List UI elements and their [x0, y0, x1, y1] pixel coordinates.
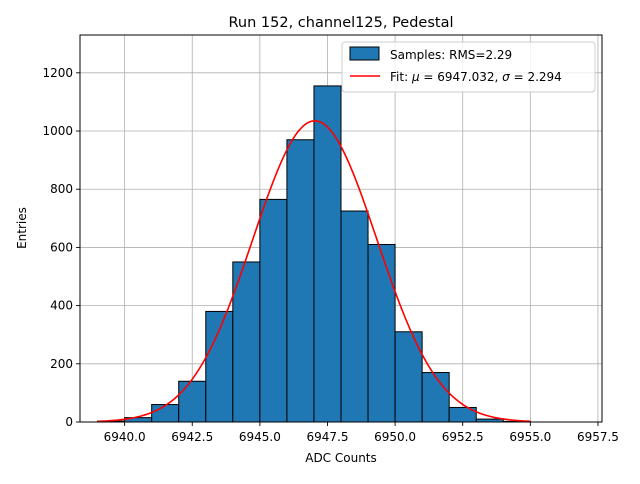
x-tick-label: 6942.5 [171, 430, 213, 444]
x-tick-label: 6945.0 [239, 430, 281, 444]
x-tick-label: 6950.0 [374, 430, 416, 444]
legend-fit-sigma-symbol: σ [502, 70, 510, 84]
legend-fit-mu-symbol: μ [411, 70, 420, 84]
x-tick-label: 6940.0 [104, 430, 146, 444]
y-axis-label: Entries [15, 207, 29, 249]
x-axis-label: ADC Counts [305, 451, 377, 465]
legend-box [341, 41, 596, 93]
y-tick-label: 1000 [42, 124, 73, 138]
y-tick-label: 400 [50, 299, 73, 313]
legend-fit-sigma-value: = 2.294 [510, 70, 562, 84]
histogram-bars [97, 85, 531, 423]
histogram-bar [421, 372, 450, 423]
plot-frame [79, 34, 603, 423]
fit-curve-layer [97, 120, 531, 423]
y-tick-label: 800 [50, 182, 73, 196]
histogram-bar [286, 139, 315, 423]
legend: Samples: RMS=2.29 Fit: μ = 6947.032, σ =… [341, 41, 596, 93]
legend-histogram-label: Samples: RMS=2.29 [390, 48, 512, 62]
y-tick-label: 200 [50, 357, 73, 371]
y-axis-ticks: 0 200 400 600 800 1000 1200 [42, 66, 80, 429]
histogram-bar [340, 210, 369, 423]
histogram-bar [178, 380, 207, 423]
histogram-bar [151, 404, 180, 423]
x-axis-ticks: 6940.0 6942.5 6945.0 6947.5 6950.0 6952.5 6955… [104, 422, 619, 444]
histogram-bar [367, 244, 396, 423]
legend-histogram-swatch [349, 46, 380, 61]
legend-fit-label: Fit: μ = 6947.032, σ = 2.294 [390, 70, 562, 84]
fit-curve [97, 120, 531, 423]
x-tick-label: 6947.5 [306, 430, 348, 444]
x-tick-label: 6957.5 [577, 430, 619, 444]
y-tick-label: 0 [65, 415, 73, 429]
x-tick-label: 6955.0 [509, 430, 551, 444]
legend-fit-mu-value: = 6947.032, [420, 70, 503, 84]
chart-title: Run 152, channel125, Pedestal [228, 15, 453, 31]
legend-fit-prefix: Fit: [390, 70, 412, 84]
y-tick-label: 600 [50, 240, 73, 254]
y-tick-label: 1200 [42, 66, 73, 80]
histogram-bar [259, 198, 288, 423]
histogram-bar [313, 85, 342, 423]
x-tick-label: 6952.5 [442, 430, 484, 444]
